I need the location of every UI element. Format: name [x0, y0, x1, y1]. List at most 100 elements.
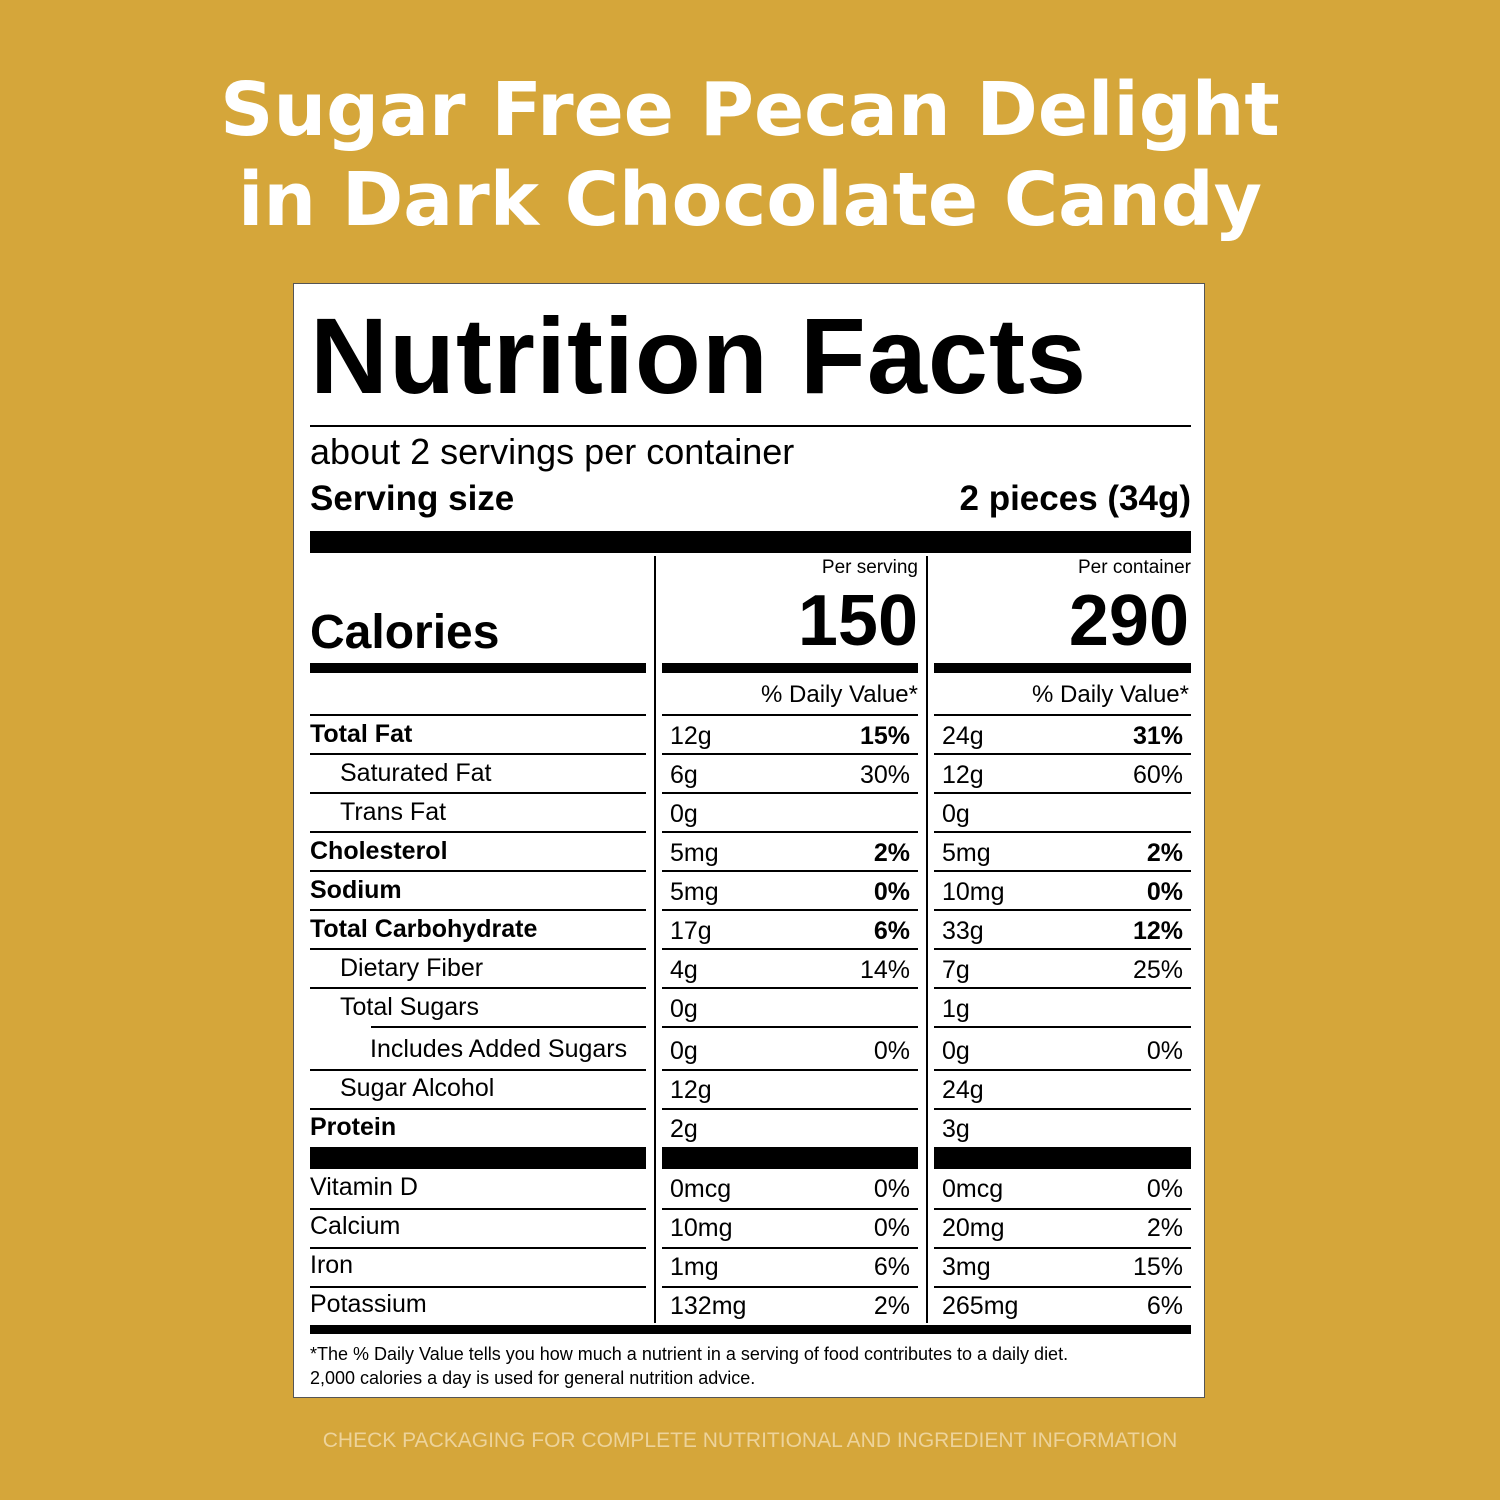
nutrient-name: Sugar Alcohol — [340, 1073, 495, 1102]
rule — [662, 753, 918, 755]
dv-header: % Daily Value* — [1032, 681, 1189, 709]
rule — [934, 870, 1191, 872]
footnote: 2,000 calories a day is used for general… — [310, 1368, 756, 1389]
amount: 3g — [942, 1114, 970, 1143]
amount: 0g — [670, 994, 698, 1023]
rule — [662, 1108, 918, 1110]
rule — [934, 1026, 1191, 1028]
daily-value: 25% — [1132, 955, 1183, 984]
rule — [662, 909, 918, 911]
nutrient-name: Cholesterol — [310, 836, 448, 865]
rule — [662, 1247, 918, 1249]
amount: 0g — [942, 799, 970, 828]
amount: 12g — [670, 721, 712, 750]
footnote: *The % Daily Value tells you how much a … — [310, 1344, 1069, 1365]
daily-value: 2% — [1146, 1213, 1183, 1242]
calories-container: 290 — [1068, 581, 1189, 662]
nutrient-name: Total Sugars — [340, 992, 479, 1021]
nutrient-name: Total Fat — [310, 719, 413, 748]
daily-value: 6% — [873, 1252, 910, 1281]
rule — [310, 1069, 646, 1071]
rule — [662, 663, 918, 673]
calories-serving: 150 — [797, 581, 918, 662]
daily-value: 31% — [1132, 721, 1183, 750]
rule — [310, 987, 646, 989]
amount: 0mcg — [670, 1174, 732, 1203]
amount: 20mg — [942, 1213, 1005, 1242]
daily-value: 0% — [873, 1213, 910, 1242]
amount: 6g — [670, 760, 698, 789]
amount: 10mg — [942, 877, 1005, 906]
nutrient-name: Trans Fat — [340, 797, 447, 826]
daily-value: 0% — [1146, 1174, 1183, 1203]
product-title: in Dark Chocolate Candy — [238, 157, 1262, 243]
amount: 0mcg — [942, 1174, 1004, 1203]
dv-header: % Daily Value* — [761, 681, 918, 709]
rule — [371, 1026, 646, 1028]
nutrition-label: Nutrition Facts about 2 servings per cont… — [293, 283, 1205, 1398]
daily-value: 6% — [1146, 1291, 1183, 1320]
rule — [310, 831, 646, 833]
rule — [934, 831, 1191, 833]
rule — [310, 948, 646, 950]
amount: 265mg — [942, 1291, 1019, 1320]
rule — [934, 909, 1191, 911]
rule — [662, 792, 918, 794]
nutrient-name: Vitamin D — [310, 1172, 418, 1201]
amount: 5mg — [670, 877, 719, 906]
rule — [310, 1247, 646, 1249]
amount: 0g — [670, 799, 698, 828]
amount: 12g — [670, 1075, 712, 1104]
rule — [310, 663, 646, 673]
rule — [934, 663, 1191, 673]
daily-value: 6% — [873, 916, 910, 945]
daily-value: 0% — [873, 1174, 910, 1203]
nutrient-name: Iron — [310, 1250, 354, 1279]
rule — [310, 1286, 646, 1288]
label-title: Nutrition Facts — [310, 294, 1088, 416]
amount: 0g — [670, 1036, 698, 1065]
amount: 1g — [942, 994, 970, 1023]
amount: 1mg — [670, 1252, 719, 1281]
rule — [662, 831, 918, 833]
disclaimer: CHECK PACKAGING FOR COMPLETE NUTRITIONAL… — [322, 1429, 1178, 1452]
amount: 24g — [942, 721, 984, 750]
rule — [662, 1208, 918, 1210]
amount: 7g — [942, 955, 970, 984]
daily-value: 60% — [1132, 760, 1183, 789]
rule — [934, 1208, 1191, 1210]
rule — [310, 1208, 646, 1210]
amount: 17g — [670, 916, 712, 945]
rule — [310, 425, 1191, 427]
rule — [662, 1069, 918, 1071]
nutrient-name: Protein — [310, 1112, 397, 1141]
rule — [310, 1147, 646, 1169]
nutrient-name: Saturated Fat — [340, 758, 492, 787]
rule — [662, 1147, 918, 1169]
servings: about 2 servings per container — [310, 430, 795, 472]
rule — [310, 1325, 1191, 1334]
amount: 33g — [942, 916, 984, 945]
calories-label: Calories — [310, 605, 500, 659]
rule — [926, 556, 928, 1323]
amount: 2g — [670, 1114, 698, 1143]
rule — [934, 753, 1191, 755]
daily-value: 15% — [1132, 1252, 1183, 1281]
rule — [934, 1247, 1191, 1249]
rule — [934, 987, 1191, 989]
daily-value: 0% — [873, 877, 910, 906]
rule — [310, 870, 646, 872]
rule — [662, 1026, 918, 1028]
daily-value: 0% — [1146, 877, 1183, 906]
nutrient-name: Potassium — [310, 1289, 427, 1318]
rule — [310, 531, 1191, 553]
nutrient-name: Calcium — [310, 1211, 401, 1240]
amount: 12g — [942, 760, 984, 789]
nutrient-name: Total Carbohydrate — [310, 914, 538, 943]
rule — [310, 753, 646, 755]
daily-value: 30% — [859, 760, 910, 789]
rule — [934, 714, 1191, 716]
rule — [310, 714, 646, 716]
rule — [934, 1069, 1191, 1071]
